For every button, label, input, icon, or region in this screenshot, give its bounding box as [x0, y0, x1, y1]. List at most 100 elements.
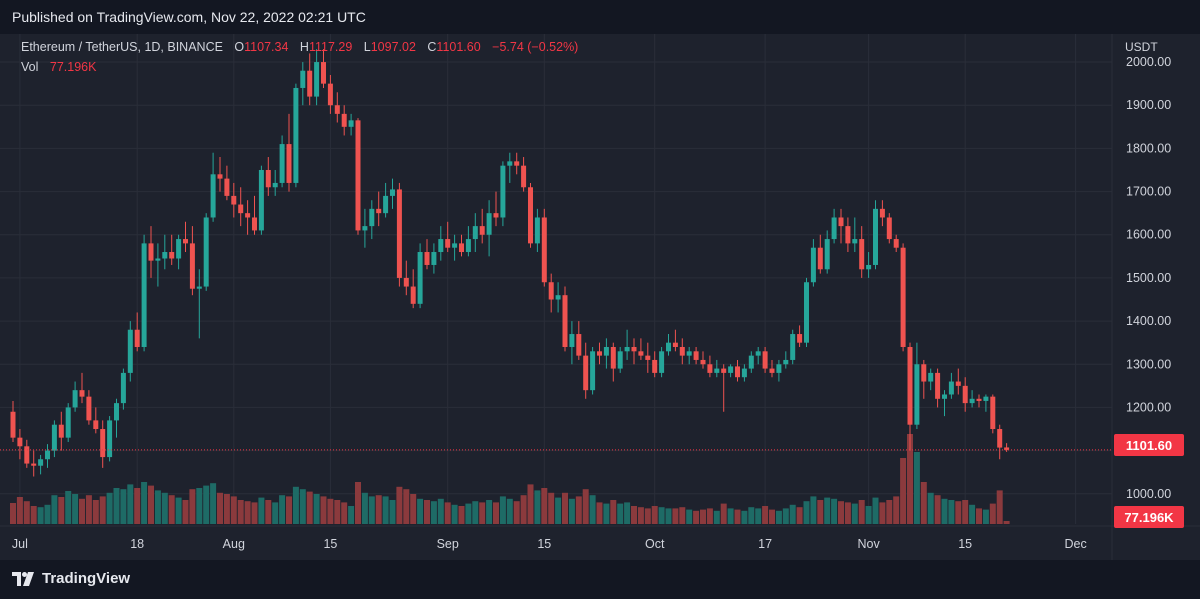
- volume-bar: [810, 496, 817, 524]
- volume-bar: [1003, 521, 1010, 524]
- candle-body: [879, 208, 885, 218]
- candle-body: [617, 351, 623, 369]
- volume-bar: [189, 489, 196, 524]
- volume-bar: [941, 498, 948, 524]
- volume-bar: [513, 501, 520, 524]
- tradingview-logo[interactable]: TradingView: [12, 570, 130, 587]
- volume-bar: [831, 498, 838, 524]
- volume-bar: [996, 490, 1003, 524]
- candle-body: [100, 429, 106, 458]
- candle-body: [666, 342, 671, 352]
- volume-bar: [934, 495, 941, 524]
- volume-bar: [141, 482, 148, 524]
- volume-bar: [44, 504, 51, 524]
- candle-body: [955, 381, 961, 386]
- candle-body: [969, 398, 975, 404]
- volume-bar: [210, 483, 217, 524]
- candle-body: [65, 407, 71, 438]
- high-label: H: [299, 40, 309, 54]
- close-value: 1101.60: [436, 40, 481, 54]
- volume-bar: [775, 510, 782, 524]
- candle-body: [741, 368, 747, 378]
- candle-body: [921, 364, 927, 382]
- candle-body: [583, 355, 589, 391]
- volume-value: 77.196K: [49, 60, 97, 74]
- candle-body: [528, 187, 533, 244]
- candle-body: [410, 286, 416, 304]
- symbol-title[interactable]: Ethereum / TetherUS, 1D, BINANCE: [21, 40, 223, 54]
- volume-bar: [120, 489, 127, 524]
- volume-bar: [499, 496, 506, 524]
- candle-body: [624, 346, 630, 352]
- currency-label[interactable]: USDT: [1125, 40, 1158, 54]
- volume-bar: [562, 492, 568, 524]
- price-tick-label: 1200.00: [1126, 400, 1171, 414]
- candle-body: [341, 113, 347, 127]
- volume-bar: [617, 503, 624, 524]
- candle-body: [797, 334, 803, 343]
- candle-body: [935, 372, 941, 399]
- ohlc-legend: Ethereum / TetherUS, 1D, BINANCE O1107.3…: [21, 40, 578, 54]
- volume-tag: 77.196K: [1124, 510, 1174, 525]
- candle-body: [252, 217, 257, 231]
- candle-body: [183, 239, 188, 244]
- volume-bar: [51, 495, 58, 524]
- candle-body: [245, 213, 251, 218]
- candle-body: [610, 346, 616, 369]
- time-tick-label: Oct: [645, 537, 665, 551]
- volume-bar: [872, 497, 879, 524]
- volume-bar: [817, 500, 824, 524]
- volume-bar: [624, 502, 631, 524]
- high-value: 1117.29: [308, 40, 353, 54]
- last-price-tag: 1101.60: [1126, 438, 1172, 453]
- volume-bar: [203, 485, 210, 524]
- volume-bar: [10, 503, 16, 524]
- volume-bar: [838, 501, 844, 524]
- time-tick-label: 15: [958, 537, 972, 551]
- candle-body: [107, 420, 113, 458]
- volume-bar: [603, 503, 610, 524]
- candle-body: [86, 396, 92, 421]
- candle-body: [210, 174, 216, 218]
- volume-bar: [348, 506, 355, 524]
- volume-bar: [430, 501, 437, 524]
- candle-body: [431, 252, 437, 265]
- volume-bar: [762, 506, 769, 524]
- candle-body: [507, 161, 513, 166]
- candle-body: [804, 282, 809, 343]
- candle-body: [714, 368, 720, 373]
- candle-body: [10, 411, 16, 438]
- volume-bar: [686, 509, 693, 524]
- candle-body: [31, 463, 37, 466]
- volume-bar: [637, 507, 644, 524]
- time-tick-label: Dec: [1064, 537, 1086, 551]
- candle-body: [51, 424, 57, 451]
- price-axis-labels: 1000.00 1200.00 1300.00 1400.00 1500.00 1600.…: [1126, 55, 1171, 501]
- candle-body: [334, 105, 340, 114]
- candle-body: [866, 264, 872, 270]
- volume-bar: [520, 495, 527, 524]
- price-tick-label: 1400.00: [1126, 314, 1171, 328]
- volume-bar: [265, 500, 272, 524]
- volume-bar: [417, 498, 424, 524]
- volume-bar: [196, 488, 203, 524]
- volume-bar: [493, 502, 499, 524]
- volume-bar: [424, 500, 430, 524]
- volume-bar: [65, 491, 72, 524]
- volume-label[interactable]: Vol: [21, 60, 39, 74]
- volume-bar: [113, 488, 120, 524]
- candle-body: [907, 346, 913, 425]
- volume-bar: [955, 501, 962, 524]
- candle-body: [369, 208, 375, 227]
- volume-bar: [948, 500, 955, 524]
- volume-bar: [168, 495, 175, 524]
- candle-body: [500, 165, 506, 218]
- candle-body: [942, 394, 947, 399]
- price-chart-svg[interactable]: 1000.00 1200.00 1300.00 1400.00 1500.00 1600.…: [0, 0, 1200, 560]
- chart-pane[interactable]: [0, 34, 1200, 560]
- candle-body: [838, 217, 844, 227]
- volume-bar: [334, 500, 341, 524]
- volume-bar: [437, 498, 444, 524]
- volume-bar: [237, 500, 244, 524]
- volume-bar: [72, 494, 79, 524]
